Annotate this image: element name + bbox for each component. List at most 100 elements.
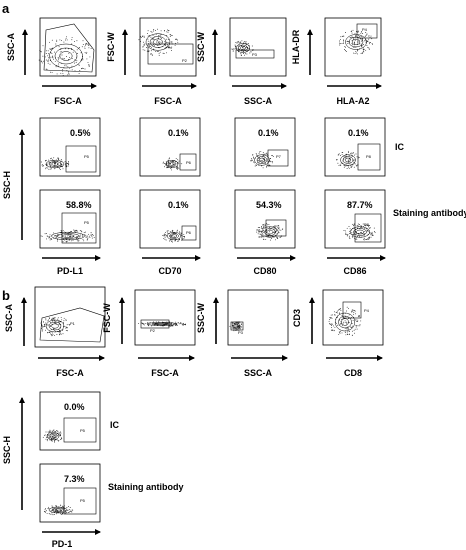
event-dot	[240, 54, 242, 56]
event-dot	[341, 314, 343, 316]
event-dot	[351, 166, 353, 167]
percent-label: 0.0%	[64, 402, 85, 412]
event-dot	[60, 435, 61, 437]
event-dot	[235, 41, 237, 43]
event-dot	[166, 163, 168, 165]
event-dot	[62, 75, 64, 76]
event-dot	[149, 45, 151, 47]
event-dot	[270, 160, 272, 162]
panel-a-label: a	[2, 1, 10, 16]
event-dot	[45, 68, 47, 70]
event-dot	[360, 232, 362, 233]
event-dot	[55, 235, 57, 237]
event-dot	[354, 37, 356, 39]
event-dot	[65, 39, 67, 41]
event-dot	[43, 323, 45, 325]
event-dot	[67, 327, 69, 329]
event-dot	[353, 37, 355, 39]
event-dot	[38, 59, 40, 61]
event-dot	[265, 165, 267, 167]
event-dot	[249, 52, 251, 54]
event-dot	[245, 53, 246, 55]
gate-rect	[235, 49, 275, 59]
event-dot	[367, 40, 369, 42]
event-dot	[51, 168, 52, 170]
event-dot	[54, 322, 56, 324]
event-dot	[54, 163, 56, 165]
event-dot	[185, 323, 186, 325]
event-dot	[183, 233, 185, 235]
panel-b-gating-plot-1: P1 SSC-A FSC-A	[4, 286, 106, 378]
event-dot	[50, 71, 51, 73]
event-dot	[64, 65, 66, 67]
event-dot	[69, 507, 71, 508]
plot-frame	[39, 17, 97, 77]
event-dot	[178, 160, 180, 162]
event-dot	[335, 159, 337, 161]
event-dot	[49, 234, 51, 236]
event-dot	[257, 233, 259, 235]
event-dot	[341, 151, 343, 153]
event-dot	[262, 158, 264, 160]
event-dot	[52, 320, 54, 322]
event-dot	[66, 324, 68, 326]
gate-rect	[179, 153, 197, 171]
event-dot	[355, 31, 357, 33]
event-dot	[63, 317, 65, 319]
event-dot	[66, 507, 68, 508]
event-dot	[355, 238, 357, 240]
event-dot	[66, 240, 68, 242]
x-axis-label: FSC-A	[154, 96, 182, 106]
event-dot	[59, 439, 61, 440]
event-dot	[147, 30, 149, 32]
event-dot	[339, 44, 341, 46]
event-dot	[68, 162, 70, 164]
x-axis-label: FSC-A	[54, 96, 82, 106]
event-dot	[62, 168, 64, 170]
event-dot	[47, 508, 49, 510]
gate-polygon	[39, 307, 105, 343]
event-dot	[356, 328, 358, 330]
event-dot	[368, 38, 370, 40]
event-dot	[50, 158, 52, 160]
event-dot	[262, 236, 264, 238]
event-dot	[150, 31, 152, 32]
event-dot	[50, 48, 52, 50]
plot-frame	[39, 463, 101, 523]
event-dot	[180, 322, 182, 324]
event-dot	[57, 157, 59, 159]
event-dot	[78, 64, 80, 66]
event-dot	[266, 165, 268, 167]
gate-label: P8	[364, 222, 370, 227]
event-dot	[252, 159, 253, 161]
contour-ring	[264, 228, 276, 236]
event-dot	[360, 43, 362, 45]
event-dot	[66, 36, 68, 38]
event-dot	[270, 157, 272, 159]
event-dot	[349, 161, 351, 163]
event-dot	[366, 34, 368, 36]
event-dot	[339, 164, 341, 166]
event-dot	[52, 161, 53, 163]
event-dot	[346, 235, 348, 237]
event-dot	[342, 35, 344, 37]
event-dot	[54, 60, 56, 62]
event-dot	[52, 514, 54, 516]
event-dot	[175, 161, 177, 163]
event-dot	[364, 36, 366, 37]
event-cloud	[40, 157, 70, 171]
plot-frame	[234, 189, 296, 249]
gate-label: P2	[182, 58, 188, 63]
marker-label-pd-1: PD-1	[52, 539, 73, 549]
event-dot	[259, 236, 261, 238]
event-dot	[353, 309, 355, 311]
event-dot	[171, 241, 172, 243]
event-dot	[255, 164, 257, 166]
event-dot	[49, 236, 51, 238]
event-dot	[76, 60, 78, 62]
contour-ring	[153, 38, 163, 46]
event-dot	[176, 38, 177, 40]
event-dot	[357, 225, 359, 227]
event-dot	[277, 227, 279, 229]
event-dot	[339, 332, 341, 334]
